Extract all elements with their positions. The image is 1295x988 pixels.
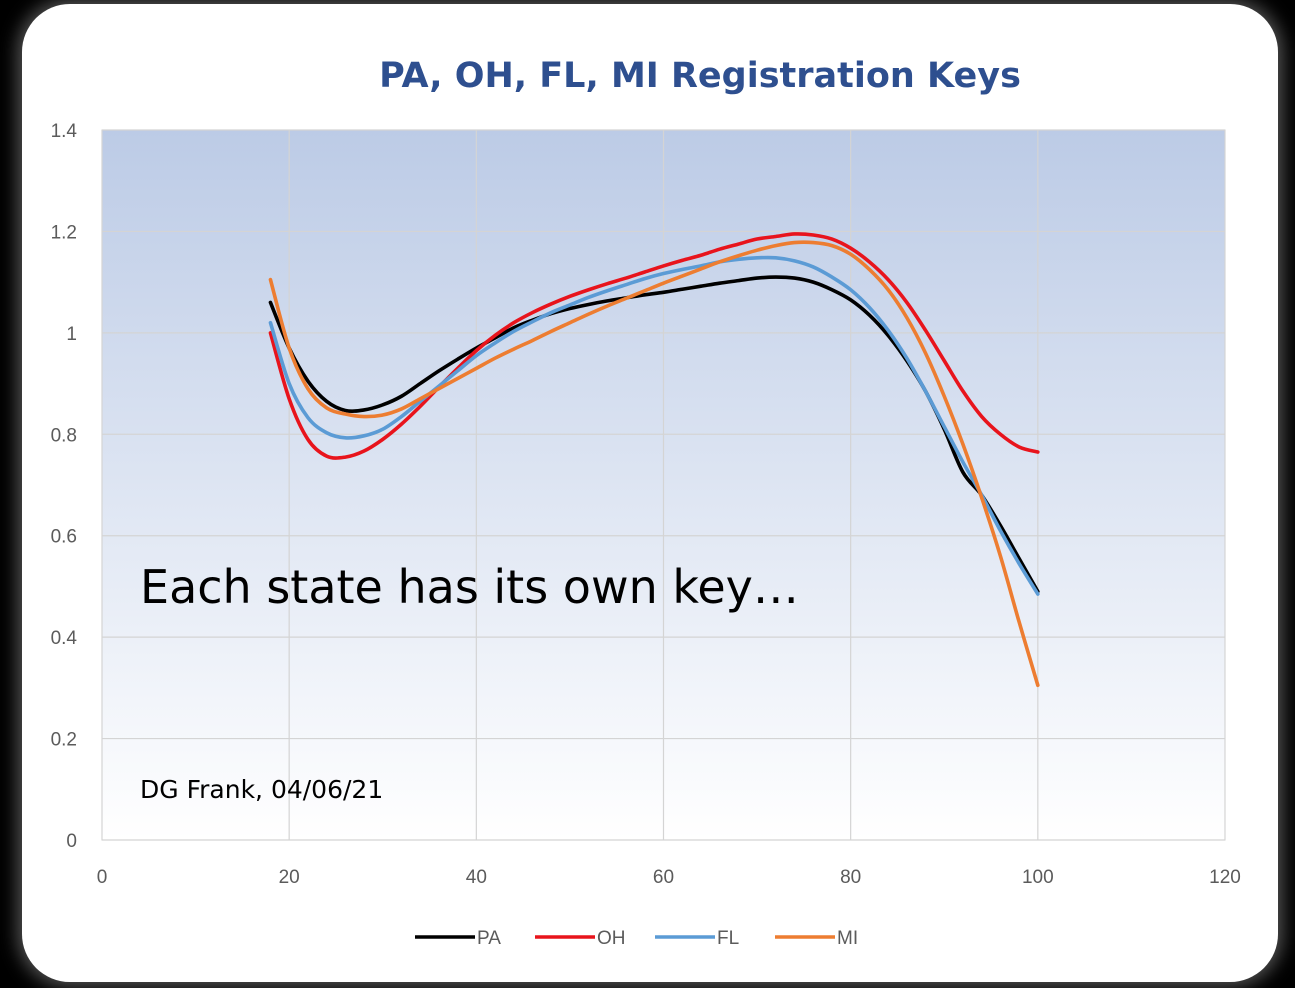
x-tick-label: 20 — [279, 867, 300, 888]
series-line-fl — [268, 255, 1040, 596]
y-axis-ticks: 0 0.2 0.4 0.6 0.8 1 1.2 1.4 — [51, 121, 78, 852]
y-tick-label: 1 — [66, 324, 77, 345]
gridlines — [101, 129, 1226, 841]
x-tick-label: 120 — [1209, 867, 1241, 888]
x-tick-label: 40 — [466, 867, 487, 888]
x-tick-label: 0 — [97, 867, 108, 888]
y-tick-label: 1.4 — [51, 121, 78, 142]
legend: PA OH FL MI — [415, 928, 858, 949]
series-line-mi — [268, 240, 1040, 688]
annotation-author: DG Frank, 04/06/21 — [140, 775, 383, 804]
y-tick-label: 0.8 — [51, 425, 77, 446]
y-tick-label: 1.2 — [51, 222, 77, 243]
legend-label-mi: MI — [837, 928, 858, 949]
series-line-oh — [268, 232, 1040, 460]
x-tick-label: 80 — [840, 867, 861, 888]
y-tick-label: 0.2 — [51, 730, 77, 751]
annotation-main: Each state has its own key… — [140, 560, 799, 614]
legend-label-oh: OH — [597, 928, 626, 949]
x-tick-label: 60 — [653, 867, 674, 888]
x-tick-label: 100 — [1022, 867, 1054, 888]
chart-title: PA, OH, FL, MI Registration Keys — [379, 56, 1021, 96]
legend-label-fl: FL — [717, 928, 739, 949]
x-axis-ticks: 0 20 40 60 80 100 120 — [97, 867, 1241, 888]
y-tick-label: 0.4 — [51, 628, 78, 649]
series-lines — [268, 232, 1040, 688]
y-tick-label: 0 — [66, 831, 77, 852]
legend-label-pa: PA — [477, 928, 501, 949]
y-tick-label: 0.6 — [51, 527, 77, 548]
